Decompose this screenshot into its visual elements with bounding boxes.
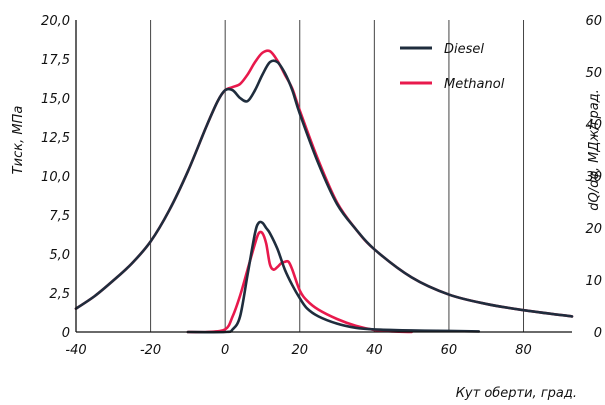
y-tick-label-5: 12,5	[41, 131, 70, 146]
series-line-methanol-heat-release	[186, 230, 413, 334]
x-tick-label-0: -40	[65, 343, 86, 358]
legend-label-methanol: Methanol	[444, 77, 505, 92]
y2-tick-label-4: 40	[585, 118, 602, 133]
series-line-diesel-heat-release	[186, 220, 481, 334]
x-tick-label-6: 80	[515, 343, 532, 358]
x-axis-title: Кут оберти, град.	[456, 386, 577, 401]
y-tick-label-8: 20,0	[41, 14, 70, 29]
y2-tick-label-1: 10	[585, 274, 602, 289]
y-tick-label-7: 17,5	[41, 53, 70, 68]
y2-tick-label-5: 50	[585, 66, 602, 81]
series-lines	[74, 49, 574, 334]
x-tick-label-3: 20	[291, 343, 308, 358]
x-tick-label-1: -20	[140, 343, 161, 358]
y2-tick-label-6: 60	[585, 14, 602, 29]
y2-tick-label-2: 20	[585, 222, 602, 237]
y-tick-label-0: 0	[62, 326, 70, 341]
y-tick-label-1: 2,5	[49, 287, 70, 302]
legend: Diesel Methanol	[400, 42, 505, 92]
y-tick-label-6: 15,0	[41, 92, 70, 107]
legend-label-diesel: Diesel	[444, 42, 484, 57]
y2-axis-title: dQ/dφ, МДж/град.	[587, 89, 602, 211]
x-tick-label-4: 40	[366, 343, 383, 358]
y-axis-title: Тиск, МПа	[11, 106, 26, 175]
y-tick-label-4: 10,0	[41, 170, 70, 185]
y2-tick-label-0: 0	[594, 326, 602, 341]
axes	[75, 20, 572, 333]
y-tick-label-2: 5,0	[49, 248, 70, 263]
series-line-diesel-pressure	[74, 59, 574, 318]
x-tick-label-2: 0	[221, 343, 229, 358]
y2-tick-label-3: 30	[585, 170, 602, 185]
grid	[150, 20, 525, 332]
tick-labels: -40 -20 0 20 40 60 80 0 2,5 5,0 7,5 10,0 12,5 15,0 17,…	[41, 14, 602, 358]
x-tick-label-5: 60	[441, 343, 458, 358]
y-tick-label-3: 7,5	[49, 209, 70, 224]
